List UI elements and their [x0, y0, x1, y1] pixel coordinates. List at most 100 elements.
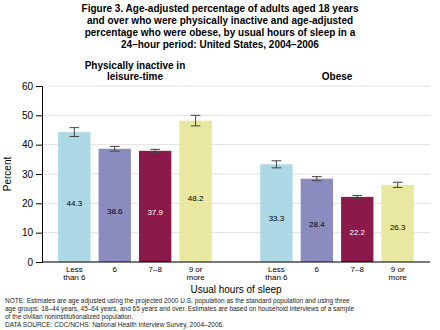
- y-tick-label: 0: [27, 257, 33, 268]
- x-tick-label-line: more: [186, 273, 205, 282]
- x-tick-label-line: Less: [66, 265, 83, 274]
- x-tick-label-line: 7–8: [351, 265, 365, 274]
- x-tick-label: 9 ormore: [186, 265, 205, 283]
- x-tick-label: 7–8: [148, 265, 162, 274]
- error-bar-cap: [150, 152, 160, 153]
- error-bar-stem: [74, 128, 75, 137]
- bar: [301, 179, 333, 262]
- error-bar-cap: [272, 167, 282, 168]
- data-label: 26.3: [390, 223, 406, 232]
- y-tick-mark: [36, 145, 42, 146]
- error-bar-cap: [191, 115, 201, 116]
- data-label: 33.3: [269, 214, 285, 223]
- y-tick: 0: [27, 257, 42, 268]
- y-tick-mark: [36, 86, 42, 87]
- x-tick-label-line: Less: [268, 265, 285, 274]
- title-line: 24–hour period: United States, 2004–2006: [121, 39, 319, 50]
- grid-line: [42, 144, 430, 145]
- x-tick: 7–8: [148, 265, 162, 274]
- bar: [382, 185, 414, 262]
- bar: [179, 121, 211, 262]
- error-bar: [312, 177, 322, 181]
- error-bar-cap: [69, 136, 79, 137]
- data-label: 37.9: [147, 208, 163, 217]
- y-tick-label: 10: [22, 227, 34, 238]
- note: age groups: 18–44 years, 45–64 years, an…: [5, 305, 354, 313]
- y-tick-mark: [36, 203, 42, 204]
- error-bar-cap: [312, 176, 322, 177]
- x-tick: 6: [113, 265, 118, 274]
- error-bar: [272, 161, 282, 168]
- y-tick-label: 20: [22, 198, 34, 209]
- y-tick: 20: [22, 198, 42, 209]
- error-bar: [352, 195, 362, 198]
- title-line: and over who were physically inactive an…: [87, 15, 353, 26]
- error-bar-cap: [272, 160, 282, 161]
- data-labels: 44.338.637.948.233.328.422.226.3: [67, 194, 406, 237]
- grid-line: [42, 86, 430, 87]
- x-tick-label: Lessthan 6: [265, 265, 288, 283]
- group-label-line: Obese: [322, 71, 353, 82]
- x-tick-label-line: 6: [113, 265, 118, 274]
- x-axis: Lessthan 6 6 7–8 9 ormore: [63, 265, 205, 283]
- y-tick-label: 50: [22, 110, 34, 121]
- y-tick: 40: [22, 139, 42, 150]
- y-tick-mark: [36, 262, 42, 263]
- y-axis-title: Percent: [2, 157, 13, 192]
- title-line: Figure 3. Age-adjusted percentage of adu…: [82, 3, 359, 14]
- error-bar-cap: [352, 198, 362, 199]
- group-label: Physically inactive inleisure-time: [85, 60, 186, 82]
- x-tick: Lessthan 6: [265, 265, 288, 283]
- x-tick-label-line: than 6: [63, 273, 86, 282]
- x-axis: Lessthan 667–89 ormore: [265, 265, 407, 283]
- data-label: 44.3: [67, 199, 83, 208]
- note: of the civilian noninstitutionalized pop…: [5, 313, 133, 321]
- chart: Figure 3. Age-adjusted percentage of adu…: [0, 0, 440, 330]
- bar-group: [260, 161, 414, 262]
- x-tick-label-line: 9 or: [189, 265, 203, 274]
- data-label: 28.4: [309, 220, 325, 229]
- error-bar-cap: [393, 182, 403, 183]
- x-tick: Lessthan 6: [63, 265, 86, 283]
- error-bar-cap: [191, 125, 201, 126]
- error-bar-stem: [114, 146, 115, 151]
- bar: [58, 132, 90, 262]
- x-tick-label-line: than 6: [265, 273, 288, 282]
- bar: [260, 164, 292, 262]
- error-bar: [110, 146, 120, 151]
- y-tick: 10: [22, 227, 42, 238]
- y-tick-label: 60: [22, 81, 34, 92]
- error-bar-cap: [150, 149, 160, 150]
- group-label-line: Physically inactive in: [85, 60, 186, 71]
- y-tick-mark: [36, 233, 42, 234]
- y-axis-line: [36, 87, 43, 263]
- notes: NOTE: Estimates are age adjusted using t…: [5, 297, 354, 329]
- error-bar-cap: [110, 146, 120, 147]
- x-tick: 6: [315, 265, 320, 274]
- note: NOTE: Estimates are age adjusted using t…: [5, 297, 350, 305]
- title-line: percentage who were obese, by usual hour…: [85, 27, 356, 38]
- group-label-line: leisure-time: [107, 71, 164, 82]
- y-tick: 60: [22, 81, 42, 92]
- grid: [42, 86, 430, 262]
- error-bar-cap: [393, 187, 403, 188]
- note: DATA SOURCE: CDC/NCHS: National Health I…: [5, 321, 224, 329]
- error-bar-stem: [316, 177, 317, 181]
- bar-group: [58, 115, 212, 262]
- y-tick-label: 40: [22, 139, 34, 150]
- y-tick: 30: [22, 169, 42, 180]
- y-tick-label: 30: [22, 169, 34, 180]
- bar: [99, 149, 131, 262]
- x-axis-title: Usual hours of sleep: [190, 284, 282, 295]
- bar: [139, 151, 171, 262]
- y-tick-mark: [36, 115, 42, 116]
- error-bar: [191, 115, 201, 126]
- x-tick: 9 ormore: [186, 265, 205, 283]
- x-tick-label: 6: [315, 265, 320, 274]
- x-tick: 7–8: [351, 265, 365, 274]
- y-tick-mark: [36, 174, 42, 175]
- x-tick-label-line: 9 or: [391, 265, 405, 274]
- x-axis-line: [42, 262, 430, 263]
- group-label: Obese: [322, 71, 353, 82]
- x-tick-label-line: 6: [315, 265, 320, 274]
